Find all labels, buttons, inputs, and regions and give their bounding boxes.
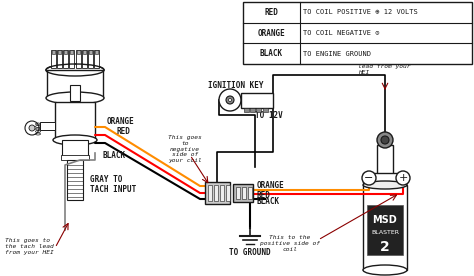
Bar	[70, 85, 80, 101]
Bar	[236, 187, 240, 199]
Bar	[88, 50, 93, 68]
Bar	[82, 50, 87, 68]
Bar	[94, 50, 100, 68]
Bar	[77, 50, 80, 54]
Text: TO ENGINE GROUND: TO ENGINE GROUND	[303, 51, 371, 57]
Bar	[47, 70, 103, 98]
Bar	[363, 173, 407, 183]
Circle shape	[228, 99, 231, 102]
Bar	[76, 50, 81, 68]
Text: TO 12V: TO 12V	[255, 110, 283, 120]
Bar	[95, 50, 99, 54]
Text: MSD: MSD	[373, 215, 397, 225]
Bar	[220, 185, 224, 201]
Text: ORANGE: ORANGE	[107, 116, 135, 126]
Ellipse shape	[363, 181, 407, 189]
Ellipse shape	[46, 64, 104, 76]
Text: −: −	[365, 173, 374, 183]
Text: This to the
positive side of
coil: This to the positive side of coil	[260, 235, 320, 252]
Text: BLASTER: BLASTER	[371, 230, 399, 235]
Bar	[250, 108, 255, 112]
Circle shape	[219, 89, 241, 111]
Ellipse shape	[363, 265, 407, 275]
Text: RED: RED	[117, 126, 131, 136]
Text: RED: RED	[264, 8, 278, 17]
Bar	[55, 102, 95, 140]
Bar	[363, 185, 407, 270]
Bar	[70, 50, 73, 54]
Bar	[64, 50, 67, 54]
Bar	[256, 108, 261, 112]
Circle shape	[377, 132, 393, 148]
Text: BLACK: BLACK	[103, 150, 126, 160]
Text: This goes
to
negative
side of
your coil: This goes to negative side of your coil	[168, 135, 202, 163]
Bar	[226, 185, 230, 201]
Bar	[52, 50, 55, 54]
Text: This goes to
the tach lead
from your HEI: This goes to the tach lead from your HEI	[5, 238, 54, 254]
Bar	[62, 140, 88, 158]
Text: This is the Bat
lead from your
HEI: This is the Bat lead from your HEI	[358, 58, 414, 75]
Bar	[40, 122, 55, 130]
Circle shape	[396, 171, 410, 185]
Circle shape	[362, 171, 376, 185]
Text: RED: RED	[257, 190, 271, 200]
Bar	[263, 108, 268, 112]
Circle shape	[226, 96, 234, 104]
Bar	[367, 205, 403, 255]
Text: BLACK: BLACK	[257, 198, 280, 206]
Text: ORANGE: ORANGE	[258, 28, 285, 38]
Text: GRAY TO
TACH INPUT: GRAY TO TACH INPUT	[90, 175, 136, 194]
Bar	[58, 50, 61, 54]
Text: TO COIL POSITIVE ⊕ 12 VOLTS: TO COIL POSITIVE ⊕ 12 VOLTS	[303, 9, 418, 15]
Circle shape	[25, 121, 39, 135]
Bar	[205, 182, 230, 204]
Text: ORANGE: ORANGE	[257, 182, 285, 190]
Ellipse shape	[53, 135, 97, 145]
Ellipse shape	[46, 92, 104, 104]
Bar	[248, 187, 252, 199]
Bar	[377, 145, 393, 175]
Bar	[57, 50, 62, 68]
Text: TO COIL NEGATIVE ⊙: TO COIL NEGATIVE ⊙	[303, 30, 380, 36]
Circle shape	[381, 136, 389, 144]
Circle shape	[29, 125, 35, 131]
Bar	[241, 93, 273, 108]
Bar	[244, 108, 249, 112]
Text: IGNITION KEY: IGNITION KEY	[208, 81, 264, 90]
Text: BLACK: BLACK	[260, 49, 283, 58]
Bar	[63, 50, 68, 68]
Bar	[69, 50, 74, 68]
Text: +: +	[398, 173, 408, 183]
Bar	[89, 50, 92, 54]
Bar	[83, 50, 86, 54]
Text: TO GROUND: TO GROUND	[229, 248, 271, 257]
Text: 2: 2	[380, 240, 390, 254]
Bar	[51, 50, 55, 68]
Bar	[208, 185, 212, 201]
Bar	[233, 184, 253, 202]
Bar	[67, 160, 83, 200]
Bar	[61, 155, 89, 160]
Bar	[214, 185, 218, 201]
Bar	[242, 187, 246, 199]
Bar	[243, 2, 472, 64]
